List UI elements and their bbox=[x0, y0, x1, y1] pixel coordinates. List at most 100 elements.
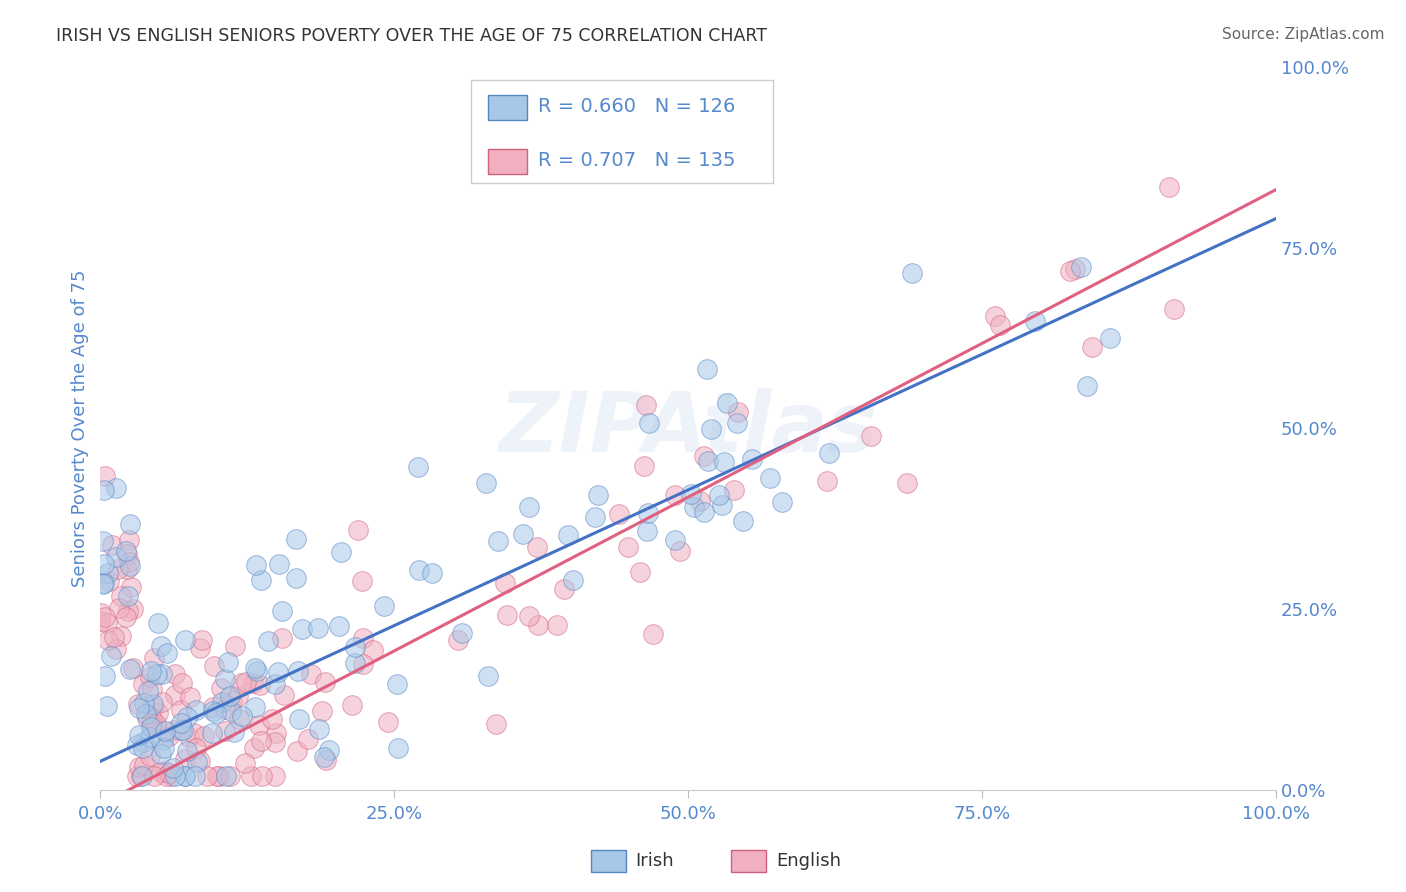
Point bbox=[249, 678, 271, 692]
Point bbox=[287, 744, 309, 758]
Point bbox=[284, 532, 307, 546]
Point bbox=[163, 666, 186, 681]
Point bbox=[710, 498, 733, 512]
Point bbox=[315, 753, 337, 767]
Point bbox=[118, 662, 141, 676]
Point bbox=[693, 449, 716, 463]
Point bbox=[233, 756, 256, 771]
Point bbox=[512, 527, 534, 541]
Point bbox=[485, 717, 508, 731]
Point bbox=[299, 666, 322, 681]
Point bbox=[115, 547, 138, 561]
Point bbox=[143, 650, 166, 665]
Point bbox=[107, 561, 129, 575]
Point bbox=[132, 677, 155, 691]
Point bbox=[93, 483, 115, 497]
Point bbox=[118, 555, 141, 569]
Point bbox=[115, 561, 138, 575]
Point bbox=[117, 604, 139, 618]
Point bbox=[273, 688, 295, 702]
Point bbox=[150, 696, 173, 710]
Point bbox=[984, 310, 1007, 324]
Point bbox=[91, 576, 114, 591]
Point bbox=[139, 670, 162, 684]
Point bbox=[350, 574, 373, 589]
Point bbox=[818, 445, 841, 459]
Y-axis label: Seniors Poverty Over the Age of 75: Seniors Poverty Over the Age of 75 bbox=[72, 269, 89, 587]
Point bbox=[387, 741, 409, 756]
Point bbox=[634, 398, 657, 412]
Point bbox=[700, 421, 723, 435]
Point bbox=[117, 589, 139, 603]
Point bbox=[901, 266, 924, 280]
Point bbox=[347, 523, 370, 537]
Point bbox=[247, 718, 270, 732]
Point bbox=[209, 681, 232, 696]
Text: Source: ZipAtlas.com: Source: ZipAtlas.com bbox=[1222, 27, 1385, 42]
Point bbox=[127, 769, 149, 783]
Point bbox=[142, 698, 165, 712]
Point bbox=[186, 755, 208, 769]
Point bbox=[373, 599, 395, 614]
Point bbox=[287, 664, 309, 678]
Point bbox=[132, 758, 155, 772]
Point bbox=[152, 732, 174, 747]
Point bbox=[260, 712, 283, 726]
Point bbox=[138, 731, 160, 745]
Point bbox=[475, 476, 498, 491]
Point bbox=[669, 544, 692, 558]
Point bbox=[183, 726, 205, 740]
Point bbox=[318, 743, 340, 757]
Point bbox=[96, 698, 118, 713]
Point bbox=[136, 711, 159, 725]
Point bbox=[149, 764, 172, 779]
Point bbox=[859, 429, 882, 443]
Point bbox=[135, 706, 157, 721]
Point bbox=[271, 604, 294, 618]
Point bbox=[340, 698, 363, 713]
Point bbox=[157, 729, 180, 743]
Point bbox=[363, 642, 385, 657]
Point bbox=[145, 719, 167, 733]
Point bbox=[495, 607, 517, 622]
Point bbox=[243, 741, 266, 756]
Point bbox=[517, 609, 540, 624]
Point bbox=[641, 627, 664, 641]
Text: R = 0.660   N = 126: R = 0.660 N = 126 bbox=[538, 97, 735, 116]
Point bbox=[267, 665, 290, 679]
Point bbox=[118, 533, 141, 547]
Point bbox=[352, 657, 374, 671]
Point bbox=[352, 631, 374, 645]
Point bbox=[896, 475, 918, 490]
Point bbox=[727, 405, 749, 419]
Point bbox=[214, 724, 236, 739]
Point bbox=[250, 573, 273, 587]
Point bbox=[758, 471, 780, 485]
Point bbox=[179, 690, 201, 705]
Point bbox=[190, 633, 212, 648]
Point bbox=[713, 455, 735, 469]
Point bbox=[93, 557, 115, 571]
Point bbox=[1024, 314, 1046, 328]
Point bbox=[288, 712, 311, 726]
Point bbox=[586, 488, 609, 502]
Point bbox=[103, 630, 125, 644]
Point bbox=[562, 573, 585, 587]
Point bbox=[153, 724, 176, 739]
Point bbox=[664, 487, 686, 501]
Point bbox=[146, 667, 169, 681]
Point bbox=[170, 704, 193, 718]
Point bbox=[121, 602, 143, 616]
Point bbox=[723, 483, 745, 498]
Point bbox=[202, 700, 225, 714]
Point bbox=[214, 702, 236, 716]
Point bbox=[94, 669, 117, 683]
Point bbox=[725, 416, 748, 430]
Point bbox=[132, 740, 155, 755]
Point bbox=[1059, 264, 1081, 278]
Point bbox=[377, 715, 399, 730]
Point bbox=[451, 625, 474, 640]
Text: R = 0.707   N = 135: R = 0.707 N = 135 bbox=[538, 151, 735, 169]
Point bbox=[150, 640, 173, 654]
Point bbox=[1157, 180, 1180, 194]
